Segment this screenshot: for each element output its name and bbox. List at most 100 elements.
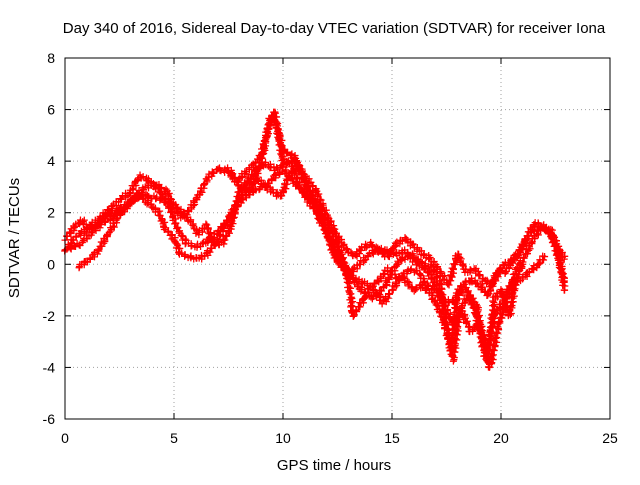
y-tick-label: 4 xyxy=(47,153,55,169)
y-tick-label: -2 xyxy=(43,308,56,324)
x-tick-label: 10 xyxy=(275,430,291,446)
data-point xyxy=(403,236,411,244)
data-point xyxy=(208,168,216,176)
data-point xyxy=(461,299,469,307)
data-point xyxy=(164,191,172,199)
data-point xyxy=(323,216,331,224)
x-tick-label: 5 xyxy=(170,430,178,446)
data-point xyxy=(334,243,342,251)
data-point xyxy=(333,257,341,265)
data-point xyxy=(264,125,272,133)
data-point xyxy=(206,248,214,256)
data-point xyxy=(499,307,507,315)
data-point xyxy=(453,331,461,339)
data-point xyxy=(403,267,411,275)
plot-frame xyxy=(64,57,611,420)
data-point xyxy=(550,239,558,247)
data-point xyxy=(391,270,399,278)
data-point xyxy=(358,285,366,293)
data-point xyxy=(109,214,117,222)
data-point xyxy=(330,228,338,236)
data-point xyxy=(468,299,476,307)
data-point xyxy=(456,310,464,318)
data-point xyxy=(202,220,210,228)
y-tick-label: 2 xyxy=(47,205,55,221)
data-point xyxy=(466,268,474,276)
data-point xyxy=(308,195,316,203)
data-point xyxy=(235,195,243,203)
series-track-d xyxy=(61,161,569,294)
data-point xyxy=(175,228,183,236)
data-points xyxy=(61,108,569,371)
data-point xyxy=(410,252,418,260)
data-point xyxy=(172,220,180,228)
data-point xyxy=(129,186,137,194)
data-point xyxy=(192,195,200,203)
data-point xyxy=(541,253,549,261)
data-point xyxy=(421,286,429,294)
data-point xyxy=(210,169,218,177)
data-point xyxy=(437,312,445,320)
data-point xyxy=(407,265,415,273)
data-point xyxy=(377,274,385,282)
data-point xyxy=(262,183,270,191)
y-tick-label: -4 xyxy=(43,359,56,375)
data-point xyxy=(374,247,382,255)
data-point xyxy=(420,274,428,282)
data-point xyxy=(495,318,503,326)
x-axis-label: GPS time / hours xyxy=(277,457,391,474)
data-point xyxy=(261,144,269,152)
data-point xyxy=(486,328,494,336)
data-point xyxy=(364,253,372,261)
data-point xyxy=(267,122,275,130)
data-point xyxy=(560,278,568,286)
y-tick-label: 0 xyxy=(47,256,55,272)
data-point xyxy=(520,240,528,248)
data-point xyxy=(79,238,87,246)
data-point xyxy=(256,163,264,171)
data-point xyxy=(307,190,315,198)
data-point xyxy=(391,283,399,291)
data-point xyxy=(385,290,393,298)
y-tick-label: 6 xyxy=(47,102,55,118)
data-point xyxy=(216,232,224,240)
data-point xyxy=(500,262,508,270)
data-point xyxy=(513,275,521,283)
data-point xyxy=(426,254,434,262)
data-point xyxy=(221,236,229,244)
data-point xyxy=(274,165,282,173)
data-point xyxy=(422,262,430,270)
data-point xyxy=(66,228,74,236)
data-point xyxy=(492,334,500,342)
series-track-e xyxy=(224,113,527,361)
data-point xyxy=(284,148,292,156)
data-point xyxy=(184,207,192,215)
data-point xyxy=(282,149,290,157)
data-point xyxy=(525,268,533,276)
data-point xyxy=(559,273,567,281)
data-point xyxy=(80,216,88,224)
data-point xyxy=(375,247,383,255)
data-point xyxy=(355,303,363,311)
data-point xyxy=(402,235,410,243)
data-point xyxy=(356,260,364,268)
data-point xyxy=(523,232,531,240)
data-point xyxy=(442,320,450,328)
data-point xyxy=(224,164,232,172)
data-point xyxy=(433,264,441,272)
data-point xyxy=(199,181,207,189)
data-point xyxy=(153,193,161,201)
data-point xyxy=(378,300,386,308)
data-point xyxy=(325,220,333,228)
data-point xyxy=(519,260,527,268)
data-point xyxy=(309,205,317,213)
data-point xyxy=(437,292,445,300)
data-point xyxy=(491,273,499,281)
x-tick-label: 0 xyxy=(61,430,69,446)
data-point xyxy=(251,159,259,167)
data-point xyxy=(98,218,106,226)
data-point xyxy=(189,221,197,229)
data-point xyxy=(277,141,285,149)
data-point xyxy=(506,258,514,266)
